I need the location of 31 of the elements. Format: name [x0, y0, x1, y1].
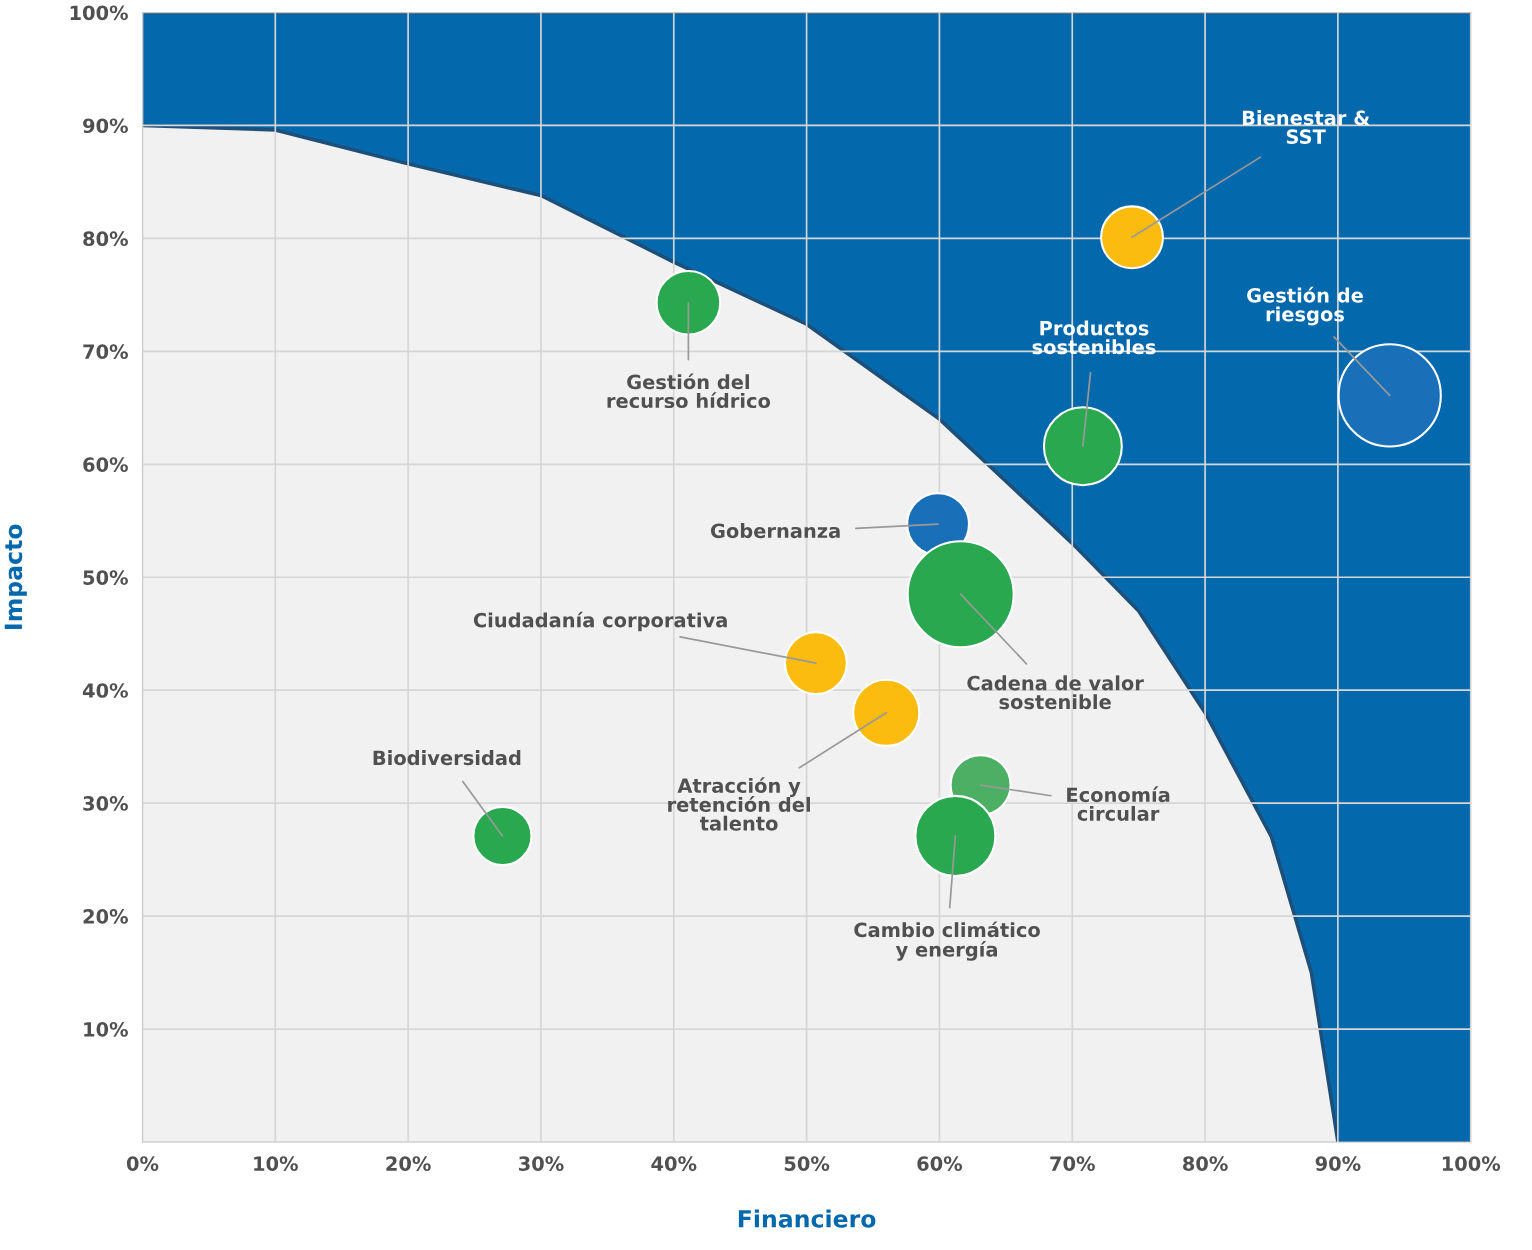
y-tick-label: 70%	[83, 344, 128, 360]
y-tick-label: 10%	[84, 1022, 128, 1037]
x-tick-label: 0%	[126, 1156, 159, 1171]
text: Atracción y retención del talento	[668, 777, 810, 831]
x-tick-label: 100%	[1442, 1156, 1501, 1171]
text: Cambio climático y energía	[854, 921, 1040, 961]
y-tick-label: 50%	[83, 570, 128, 585]
y-tick-label: 40%	[82, 683, 128, 698]
y-tick-label: 90%	[83, 118, 128, 134]
x-tick-label: 10%	[254, 1156, 298, 1171]
y-tick-label: 20%	[83, 909, 128, 924]
text: Ciudadanía corporativa	[473, 611, 727, 632]
y-tick-label: 100%	[70, 5, 128, 21]
series-label: Cadena de valor sostenible	[967, 675, 1144, 710]
y-axis-title: Impacto	[4, 524, 27, 629]
x-tick-label: 50%	[784, 1156, 830, 1171]
x-tick-label: 80%	[1182, 1156, 1228, 1171]
x-tick-label: 20%	[386, 1156, 431, 1171]
x-tick-label: 40%	[651, 1156, 697, 1171]
text: Biodiversidad	[373, 750, 521, 766]
x-tick-label: 90%	[1315, 1156, 1361, 1171]
y-tick-label: 80%	[83, 231, 128, 247]
y-tick-label: 60%	[83, 457, 128, 472]
x-tick-label: 60%	[917, 1156, 963, 1171]
y-tick-label: 30%	[83, 796, 128, 811]
text: Gobernanza	[710, 523, 840, 539]
text: Economía circular	[1067, 786, 1170, 821]
x-tick-label: 30%	[518, 1156, 564, 1171]
text: Gestión del recurso hídrico	[607, 373, 771, 409]
x-tick-label: 70%	[1050, 1156, 1095, 1171]
x-axis-title: Financiero	[738, 1209, 876, 1228]
